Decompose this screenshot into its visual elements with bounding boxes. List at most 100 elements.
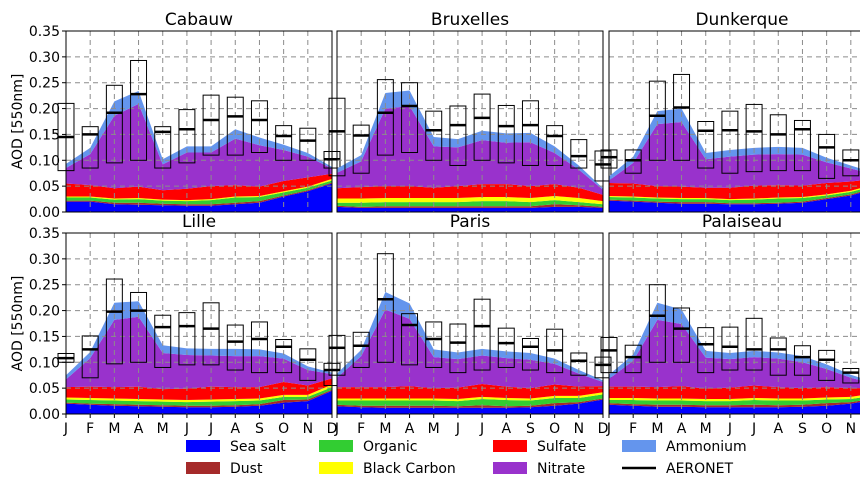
panel-title: Cabauw bbox=[165, 10, 233, 30]
area-bruxelles-nitrate bbox=[337, 105, 603, 195]
aeronet-box bbox=[81, 335, 99, 379]
x-tick-label: J bbox=[479, 421, 484, 437]
aeronet-box bbox=[178, 109, 196, 164]
aeronet-box bbox=[425, 110, 443, 161]
x-tick-label: N bbox=[574, 421, 584, 437]
legend-item-sea-salt: Sea salt bbox=[186, 439, 286, 455]
panel-title: Palaiseau bbox=[702, 212, 782, 232]
aeronet-box bbox=[401, 82, 419, 154]
aeronet-box bbox=[226, 96, 244, 156]
x-tick-label: N bbox=[846, 421, 856, 437]
aeronet-box bbox=[793, 345, 811, 376]
x-tick-label: S bbox=[526, 421, 535, 437]
panel-frame bbox=[608, 232, 860, 415]
panel-lille: Lille0.000.050.100.150.200.250.300.35AOD… bbox=[10, 212, 341, 437]
aeronet-box bbox=[352, 331, 370, 368]
aeronet-box bbox=[130, 291, 148, 363]
area-paris-black-carbon bbox=[337, 392, 603, 402]
x-tick-label: J bbox=[727, 421, 732, 437]
x-tick-label: J bbox=[208, 421, 213, 437]
area-bruxelles-sulfate bbox=[337, 184, 603, 202]
x-tick-label: J bbox=[751, 421, 756, 437]
x-tick-label: A bbox=[677, 421, 687, 437]
area-lille-black-carbon bbox=[66, 384, 332, 403]
area-palaiseau-sea-salt bbox=[609, 402, 860, 414]
aeronet-box bbox=[570, 139, 588, 169]
x-tick-label: M bbox=[700, 421, 712, 437]
aeronet-box bbox=[648, 284, 666, 363]
x-tick-label: A bbox=[230, 421, 240, 437]
area-bruxelles-organic bbox=[337, 200, 603, 207]
y-tick-label: 0.30 bbox=[29, 50, 60, 66]
aeronet-box bbox=[226, 324, 244, 371]
y-tick-label: 0.10 bbox=[29, 355, 60, 371]
x-tick-label: J bbox=[63, 421, 68, 437]
panel-frame bbox=[65, 232, 333, 415]
panel-title: Dunkerque bbox=[695, 10, 788, 30]
area-bruxelles-dust bbox=[337, 204, 603, 208]
y-tick-label: 0.00 bbox=[29, 407, 60, 423]
aeronet-box bbox=[105, 278, 123, 365]
x-tick-label: N bbox=[303, 421, 313, 437]
area-dunkerque-black-carbon bbox=[609, 188, 860, 201]
x-tick-label: M bbox=[651, 421, 663, 437]
x-tick-label: A bbox=[501, 421, 511, 437]
panel-dunkerque: Dunkerque bbox=[600, 10, 860, 213]
aeronet-box bbox=[818, 133, 836, 179]
panel-grid: Cabauw0.000.050.100.150.200.250.300.35AO… bbox=[10, 10, 860, 437]
panel-frame bbox=[336, 30, 604, 213]
aeronet-box bbox=[624, 344, 642, 374]
y-tick-label: 0.25 bbox=[29, 278, 60, 294]
aeronet-box bbox=[842, 367, 860, 384]
legend-label: Nitrate bbox=[537, 461, 585, 477]
aeronet-box bbox=[299, 127, 317, 161]
y-tick-label: 0.35 bbox=[29, 226, 60, 242]
aeronet-box bbox=[425, 321, 443, 368]
panel-bruxelles: Bruxelles bbox=[328, 10, 612, 213]
legend-item-ammonium: Ammonium bbox=[622, 439, 747, 455]
x-tick-label: O bbox=[549, 421, 560, 437]
legend-item-dust: Dust bbox=[186, 461, 263, 477]
panel-cabauw: Cabauw 0.00 0.05 0.10 0.15 0.20 0.25 0.30 0.35 AO… bbox=[10, 10, 341, 221]
x-tick-label: A bbox=[405, 421, 415, 437]
area-paris-nitrate bbox=[337, 309, 603, 389]
panel-frame bbox=[65, 30, 333, 213]
area-paris-dust bbox=[337, 398, 603, 408]
aeronet-box bbox=[721, 110, 739, 174]
aeronet-box bbox=[178, 312, 196, 366]
x-tick-label: A bbox=[773, 421, 783, 437]
area-paris-sea-salt bbox=[337, 399, 603, 414]
y-tick-label: 0.10 bbox=[29, 153, 60, 169]
area-palaiseau-organic bbox=[609, 397, 860, 406]
legend-label: Ammonium bbox=[666, 439, 747, 455]
area-palaiseau-sulfate bbox=[609, 385, 860, 399]
area-cabauw-black-carbon bbox=[66, 178, 332, 202]
legend-label: Organic bbox=[363, 439, 417, 455]
legend: Sea salt Dust Organic Black Carbon Sulfate Ni… bbox=[186, 439, 747, 477]
area-bruxelles-black-carbon bbox=[337, 195, 603, 205]
aeronet-box bbox=[352, 124, 370, 174]
aeronet-box bbox=[818, 349, 836, 381]
aeronet-box bbox=[81, 126, 99, 169]
x-tick-label: D bbox=[327, 421, 338, 437]
legend-swatch bbox=[186, 462, 220, 474]
aeronet-box bbox=[202, 302, 220, 366]
area-bruxelles-sea-salt bbox=[337, 206, 603, 212]
aeronet-box bbox=[648, 80, 666, 161]
aeronet-box bbox=[745, 317, 763, 371]
x-tick-label: M bbox=[157, 421, 169, 437]
area-lille-nitrate bbox=[66, 316, 332, 390]
aeronet-box bbox=[697, 327, 715, 374]
y-tick-label: 0.25 bbox=[29, 76, 60, 92]
x-tick-label: S bbox=[255, 421, 264, 437]
legend-item-nitrate: Nitrate bbox=[493, 461, 585, 477]
x-tick-label: F bbox=[86, 421, 94, 437]
aeronet-box bbox=[105, 84, 123, 164]
y-tick-label: 0.05 bbox=[29, 381, 60, 397]
aeronet-box bbox=[521, 338, 539, 371]
aeronet-box bbox=[154, 314, 172, 368]
area-cabauw-nitrate bbox=[66, 103, 332, 191]
legend-swatch bbox=[319, 440, 353, 452]
aeronet-box bbox=[497, 327, 515, 368]
